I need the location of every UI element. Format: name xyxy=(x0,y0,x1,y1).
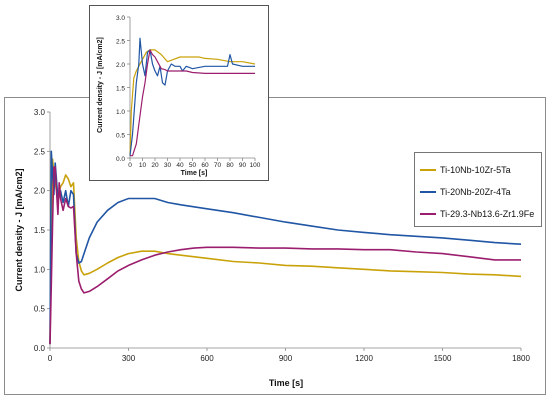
main-x-axis-label: Time [s] xyxy=(269,378,303,388)
main-y-tick-label: 1.0 xyxy=(34,265,46,274)
inset-y-tick-label: 2.0 xyxy=(116,62,125,69)
main-chart-frame xyxy=(4,97,546,395)
inset-series-line-3 xyxy=(130,49,255,157)
main-y-tick-label: 1.5 xyxy=(34,226,46,235)
main-series-line-2 xyxy=(49,150,522,345)
legend-label-2: Ti-20Nb-20Zr-4Ta xyxy=(440,187,511,197)
inset-y-tick-label: 1.0 xyxy=(116,109,125,116)
inset-x-tick-label: 10 xyxy=(139,162,147,169)
inset-plot-area: 0.0 0.5 1.0 1.5 2.0 2.5 3.0 0 10 20 30 40 50 60 70 80 90… xyxy=(116,15,261,169)
inset-series-line-2 xyxy=(129,37,255,156)
main-x-tick-label: 0 xyxy=(48,354,53,363)
inset-x-tick-label: 60 xyxy=(201,162,209,169)
main-y-axis-label: Current density - J [mA/cm2] xyxy=(14,168,24,291)
inset-x-axis-label: Time [s] xyxy=(181,170,208,177)
inset-y-tick-label: 2.5 xyxy=(116,39,125,46)
inset-y-axis-label: Current density - J [mA/cm2] xyxy=(97,37,104,133)
main-x-tick-label: 600 xyxy=(200,354,214,363)
inset-y-tick-label: 3.0 xyxy=(116,15,125,22)
main-y-tick-label: 3.0 xyxy=(34,108,46,117)
main-series-line-1 xyxy=(49,158,522,345)
main-x-tick-label: 1500 xyxy=(434,354,452,363)
inset-x-tick-label: 70 xyxy=(214,162,222,169)
main-y-tick-label: 0.5 xyxy=(34,305,46,314)
inset-x-tick-label: 90 xyxy=(239,162,247,169)
inset-y-tick-label: 0.0 xyxy=(116,156,125,163)
main-x-tick-label: 1800 xyxy=(512,354,530,363)
legend: Ti-10Nb-10Zr-5Ta Ti-20Nb-20Zr-4Ta Ti-29.3-… xyxy=(414,152,542,227)
inset-x-tick-label: 30 xyxy=(164,162,172,169)
main-y-tick-label: 2.0 xyxy=(34,187,46,196)
inset-x-tick-label: 50 xyxy=(189,162,197,169)
inset-x-tick-label: 80 xyxy=(226,162,234,169)
main-x-tick-label: 900 xyxy=(279,354,293,363)
main-y-tick-label: 2.5 xyxy=(34,147,46,156)
inset-x-tick-label: 40 xyxy=(176,162,184,169)
inset-x-tick-label: 0 xyxy=(128,162,132,169)
inset-chart-frame xyxy=(89,5,269,181)
main-y-tick-label: 0.0 xyxy=(34,344,46,353)
main-x-tick-label: 1200 xyxy=(355,354,373,363)
inset-y-tick-label: 1.5 xyxy=(116,86,125,93)
inset-series-line-1 xyxy=(129,49,256,156)
main-series-line-3 xyxy=(49,166,521,345)
legend-label-3: Ti-29.3-Nb13.6-Zr1.9Fe xyxy=(440,209,534,219)
legend-label-1: Ti-10Nb-10Zr-5Ta xyxy=(440,165,511,175)
main-plot-area: 0.00.51.01.52.02.53.00 300 600 900 1200 1500 1… xyxy=(34,108,531,363)
inset-x-tick-label: 100 xyxy=(250,162,261,169)
inset-x-tick-label: 20 xyxy=(151,162,159,169)
inset-y-tick-label: 0.5 xyxy=(116,133,125,140)
main-x-tick-label: 300 xyxy=(122,354,136,363)
